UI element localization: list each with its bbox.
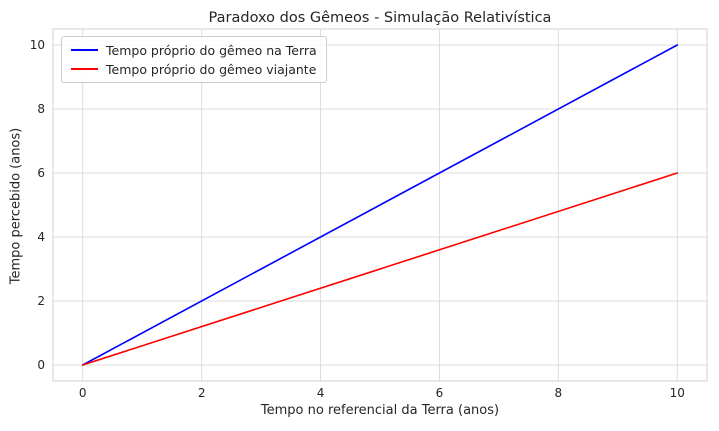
legend-line-icon-traveler bbox=[71, 68, 98, 70]
y-tick-label: 2 bbox=[37, 294, 45, 308]
x-tick-label: 8 bbox=[555, 386, 563, 400]
legend: Tempo próprio do gêmeo na Terra Tempo pr… bbox=[61, 36, 327, 83]
x-tick-label: 0 bbox=[79, 386, 87, 400]
series-line-0 bbox=[81, 44, 679, 366]
x-tick-label: 6 bbox=[436, 386, 444, 400]
chart-title: Paradoxo dos Gêmeos - Simulação Relativí… bbox=[208, 10, 552, 26]
plot-border bbox=[52, 28, 708, 382]
legend-label-earth: Tempo próprio do gêmeo na Terra bbox=[106, 42, 317, 58]
legend-item-traveler: Tempo próprio do gêmeo viajante bbox=[71, 61, 317, 77]
x-axis-label: Tempo no referencial da Terra (anos) bbox=[260, 403, 500, 418]
legend-item-earth: Tempo próprio do gêmeo na Terra bbox=[71, 42, 317, 58]
series-line-1 bbox=[81, 172, 679, 366]
y-tick-label: 6 bbox=[37, 166, 45, 180]
x-tick-label: 10 bbox=[670, 386, 685, 400]
y-tick-label: 10 bbox=[30, 38, 45, 52]
y-axis-label: Tempo percebido (anos) bbox=[8, 127, 24, 285]
legend-line-icon-earth bbox=[71, 49, 98, 51]
x-tick-label: 2 bbox=[198, 386, 206, 400]
y-tick-label: 4 bbox=[37, 230, 45, 244]
y-tick-label: 8 bbox=[37, 102, 45, 116]
legend-label-traveler: Tempo próprio do gêmeo viajante bbox=[106, 61, 317, 77]
y-tick-label: 0 bbox=[37, 358, 45, 372]
x-tick-label: 4 bbox=[317, 386, 325, 400]
